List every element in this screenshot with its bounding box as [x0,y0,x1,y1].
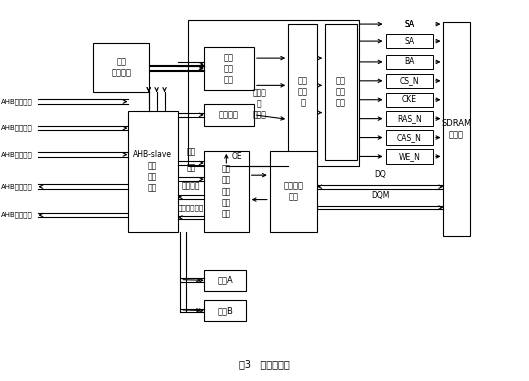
Text: DQ: DQ [375,170,386,179]
Text: SA: SA [404,37,414,46]
Text: BA: BA [404,58,414,66]
Bar [386,93,433,107]
Bar [127,111,178,232]
Text: 从机B: 从机B [217,306,233,315]
Bar [386,55,433,69]
Text: 控制
接口
模块: 控制 接口 模块 [224,53,234,84]
Bar [288,24,317,160]
Text: CS_N: CS_N [399,76,419,85]
Text: CAS_N: CAS_N [397,133,422,142]
Bar [325,24,357,160]
Text: SDRAM
存储器: SDRAM 存储器 [441,119,472,139]
Text: 命令
解析
模块: 命令 解析 模块 [336,77,346,108]
Text: AHB读出信号: AHB读出信号 [2,183,33,190]
Text: 总线
地址译码: 总线 地址译码 [111,58,131,78]
Bar [270,151,317,232]
Text: OE: OE [232,152,242,162]
Text: SA: SA [404,19,414,29]
Text: 命令
仲裁
器: 命令 仲裁 器 [298,77,308,108]
Text: AHB数据输入: AHB数据输入 [2,125,33,131]
Text: CKE: CKE [402,95,417,104]
Text: 已解码
的
各命令: 已解码 的 各命令 [252,88,266,119]
Bar [386,149,433,164]
Text: 地址
数据
复用
总线
接口: 地址 数据 复用 总线 接口 [222,165,231,218]
Text: DQM: DQM [371,191,389,200]
Text: 从机A: 从机A [217,276,233,285]
Text: 反馈控制信号: 反馈控制信号 [178,204,204,211]
Text: 图3   系统架构图: 图3 系统架构图 [239,360,290,370]
Text: SA: SA [404,19,414,29]
Bar [204,104,254,126]
Bar [386,74,433,88]
Text: 地址: 地址 [186,147,195,156]
Bar [188,20,359,166]
Bar [94,43,149,92]
Bar [443,22,470,236]
Text: 读出数据: 读出数据 [181,181,200,190]
Bar [204,47,254,90]
Text: 数据: 数据 [186,163,195,173]
Bar [204,151,249,232]
Bar [386,130,433,145]
Text: AHB-slave
总线
接口
电路: AHB-slave 总线 接口 电路 [133,150,172,193]
Text: AHB应答信号: AHB应答信号 [2,212,33,218]
Bar [204,270,246,291]
Text: 刷新电路: 刷新电路 [219,110,239,119]
Bar [386,112,433,126]
Text: RAS_N: RAS_N [397,114,422,123]
Text: 数据通路
模块: 数据通路 模块 [284,181,304,202]
Text: AHB地址输入: AHB地址输入 [2,98,33,105]
Text: WE_N: WE_N [398,152,420,161]
Bar [386,34,433,48]
Bar [204,300,246,321]
Text: AHB控制信号: AHB控制信号 [2,151,33,158]
